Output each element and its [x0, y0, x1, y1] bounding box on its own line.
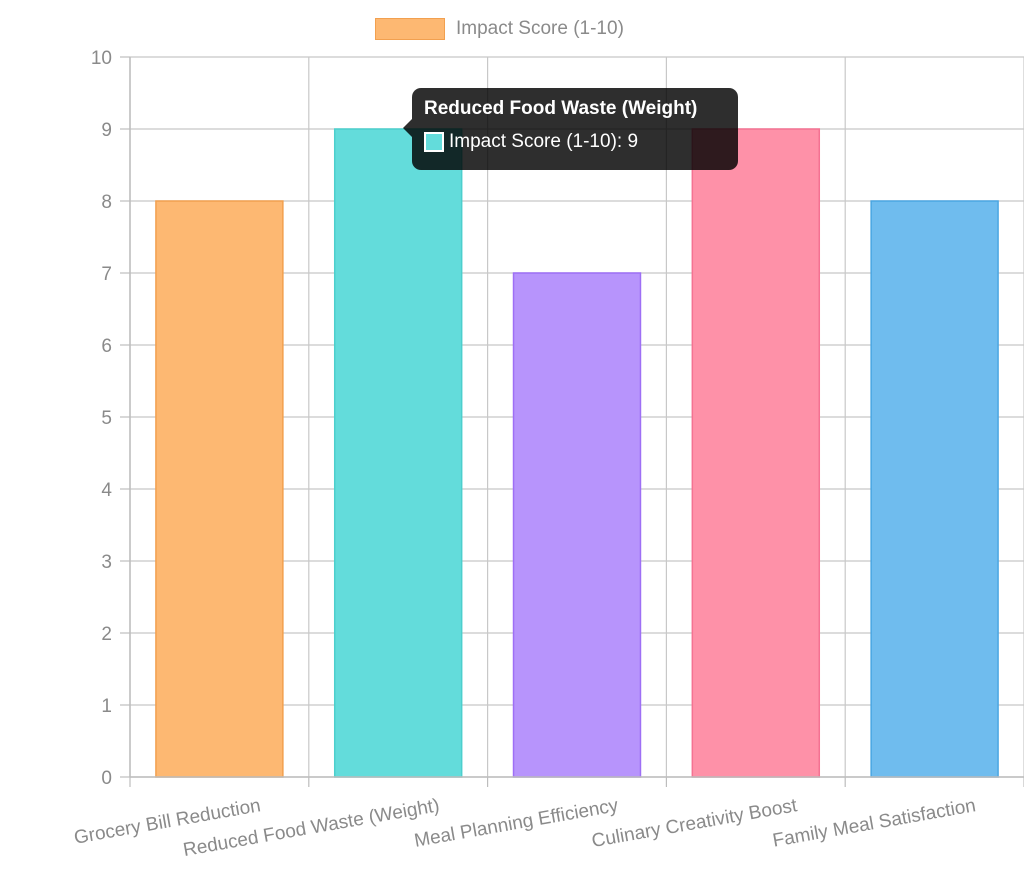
y-tick-label: 1	[101, 696, 112, 717]
bar	[333, 128, 463, 778]
x-tick-label: Culinary Creativity Boost	[590, 795, 799, 852]
x-tick-label: Family Meal Satisfaction	[771, 795, 977, 851]
axes	[120, 56, 1024, 787]
bars	[155, 128, 999, 778]
y-tick-label: 4	[101, 480, 112, 501]
bar	[155, 200, 284, 778]
legend-swatch	[375, 18, 445, 40]
y-tick-label: 5	[101, 408, 112, 429]
bar	[691, 128, 821, 778]
y-tick-label: 10	[91, 48, 112, 69]
tooltip-title: Reduced Food Waste (Weight)	[424, 98, 698, 119]
y-tick-label: 8	[101, 192, 112, 213]
y-tick-label: 9	[101, 120, 112, 141]
tooltip: Reduced Food Waste (Weight) Impact Score…	[403, 88, 738, 170]
bar	[512, 272, 642, 778]
x-tick-label: Meal Planning Efficiency	[413, 795, 621, 852]
legend-label: Impact Score (1-10)	[456, 18, 624, 39]
tooltip-label: Impact Score (1-10): 9	[449, 131, 639, 152]
y-tick-label: 7	[101, 264, 112, 285]
y-tick-label: 2	[101, 624, 112, 645]
y-tick-label: 0	[101, 768, 112, 789]
tooltip-swatch	[424, 132, 444, 152]
y-tick-label: 6	[101, 336, 112, 357]
tooltip-row: Impact Score (1-10): 9	[424, 131, 726, 153]
legend[interactable]: Impact Score (1-10)	[375, 15, 624, 43]
bar	[870, 200, 999, 778]
y-tick-label: 3	[101, 552, 112, 573]
tooltip-caret	[403, 119, 412, 137]
